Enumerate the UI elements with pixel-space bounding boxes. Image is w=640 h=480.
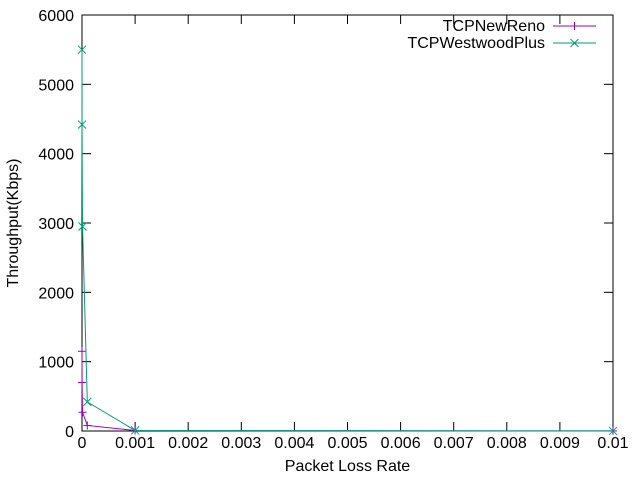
x-tick: 0.002 xyxy=(168,15,208,452)
x-tick: 0.004 xyxy=(274,15,315,452)
data-point xyxy=(608,426,618,436)
x-tick: 0.008 xyxy=(487,15,527,452)
data-point xyxy=(77,45,87,55)
x-tick-label: 0 xyxy=(78,435,87,452)
series-line xyxy=(81,351,614,432)
data-point xyxy=(570,22,579,30)
x-tick: 0.003 xyxy=(221,15,261,452)
legend-label: TCPWestwoodPlus xyxy=(407,35,545,52)
x-tick: 0.001 xyxy=(115,15,155,452)
x-tick-label: 0.01 xyxy=(597,435,628,452)
y-tick: 3000 xyxy=(38,216,613,233)
data-point xyxy=(130,426,140,435)
x-tick-label: 0.001 xyxy=(115,435,155,452)
x-tick-label: 0.008 xyxy=(487,435,527,452)
x-tick: 0.009 xyxy=(540,15,580,452)
y-tick: 4000 xyxy=(38,147,613,164)
x-tick: 0 xyxy=(78,15,87,452)
legend-entry: TCPWestwoodPlus xyxy=(407,35,596,52)
series-TCPNewReno xyxy=(78,347,617,435)
plot-frame xyxy=(81,14,614,432)
data-point xyxy=(78,347,87,356)
data-point xyxy=(570,38,579,48)
y-tick-label: 1000 xyxy=(38,355,74,372)
y-tick-label: 4000 xyxy=(38,147,74,164)
legend-entry: TCPNewReno xyxy=(443,18,596,35)
legend-label: TCPNewReno xyxy=(443,18,545,35)
series-line xyxy=(81,49,614,432)
x-tick-label: 0.002 xyxy=(168,435,208,452)
y-axis-label: Throughput(Kbps) xyxy=(5,159,22,288)
y-tick: 1000 xyxy=(38,355,613,372)
x-tick-label: 0.005 xyxy=(327,435,367,452)
data-point xyxy=(78,408,87,417)
data-point xyxy=(78,222,87,231)
data-point xyxy=(82,397,92,407)
x-tick: 0.006 xyxy=(381,15,421,452)
x-tick: 0.007 xyxy=(434,15,474,452)
x-tick-label: 0.009 xyxy=(540,435,580,452)
data-point xyxy=(78,378,87,387)
x-tick-label: 0.007 xyxy=(434,435,474,452)
series-layer xyxy=(77,45,618,436)
y-tick-label: 0 xyxy=(65,424,74,441)
data-point xyxy=(77,120,87,129)
x-tick-label: 0.004 xyxy=(274,435,314,452)
series-TCPWestwoodPlus xyxy=(77,45,618,436)
y-tick-label: 2000 xyxy=(38,285,74,302)
y-tick-label: 5000 xyxy=(38,77,74,94)
y-tick-label: 3000 xyxy=(38,216,74,233)
x-tick-label: 0.006 xyxy=(381,435,421,452)
x-tick: 0.005 xyxy=(327,15,368,452)
y-tick-label: 6000 xyxy=(38,8,74,25)
y-tick: 2000 xyxy=(38,285,613,302)
y-tick: 5000 xyxy=(38,77,613,94)
x-axis-label: Packet Loss Rate xyxy=(285,458,411,475)
x-tick-label: 0.003 xyxy=(221,435,261,452)
axis-ticks: 0 0.001 0.002 0.003 0.004 0.005 0.006 0.007 0.00… xyxy=(38,8,628,452)
y-tick: 6000 xyxy=(38,8,613,25)
data-point xyxy=(83,421,92,430)
